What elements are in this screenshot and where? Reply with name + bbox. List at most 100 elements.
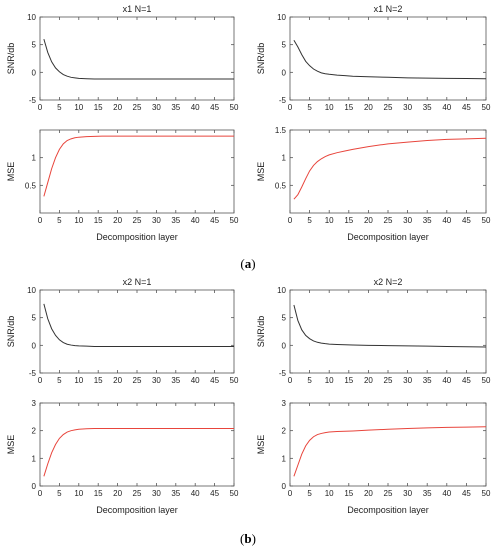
x-tick-label: 45: [210, 489, 219, 498]
x-tick-label: 50: [230, 489, 239, 498]
chart-title: x2 N=1: [123, 277, 152, 287]
x-tick-label: 5: [307, 489, 312, 498]
series-line: [293, 39, 487, 80]
x-tick-label: 10: [74, 216, 83, 225]
x-tick-label: 35: [171, 376, 180, 385]
x-tick-label: 40: [191, 103, 200, 112]
y-tick-label: -5: [279, 96, 287, 105]
x-tick-label: 40: [442, 376, 451, 385]
plot-frame: [39, 402, 235, 487]
x-tick-label: 5: [307, 376, 312, 385]
y-axis-label: SNR/db: [6, 316, 16, 348]
y-tick-label: 3: [282, 399, 287, 408]
plot-frame: [39, 16, 235, 101]
y-tick-label: -5: [29, 369, 37, 378]
x-tick-label: 0: [38, 103, 43, 112]
x-tick-label: 25: [384, 489, 393, 498]
x-tick-label: 40: [191, 376, 200, 385]
y-tick-label: 10: [27, 286, 36, 295]
y-tick-label: -5: [29, 96, 37, 105]
x-tick-label: 30: [403, 376, 412, 385]
caption-a-letter: a: [245, 256, 252, 271]
x-tick-label: 10: [325, 216, 334, 225]
series-line: [43, 303, 234, 347]
x-tick-label: 20: [113, 216, 122, 225]
x-tick-label: 15: [94, 216, 103, 225]
y-tick-label: 10: [277, 13, 286, 22]
plot-frame: [289, 402, 487, 487]
caption-a-close: ): [251, 256, 255, 271]
plot-frame: [289, 129, 487, 214]
y-axis-label: SNR/db: [6, 43, 16, 75]
x-tick-label: 20: [364, 216, 373, 225]
chart-b-right-mse: 0 5 10 15 20 25 30 35 40 45 50 0 1 2 3 MSE Decomposition…: [256, 399, 491, 515]
y-tick-label: 5: [282, 41, 287, 50]
x-tick-label: 5: [57, 103, 62, 112]
y-tick-label: 2: [282, 427, 287, 436]
x-tick-label: 5: [307, 103, 312, 112]
x-tick-label: 45: [462, 216, 471, 225]
x-tick-label: 15: [344, 216, 353, 225]
x-tick-label: 15: [94, 103, 103, 112]
chart-title: x1 N=2: [374, 4, 403, 14]
x-tick-label: 25: [133, 489, 142, 498]
y-axis-label: MSE: [256, 435, 266, 455]
x-tick-label: 50: [482, 489, 491, 498]
y-tick-label: 1.5: [275, 126, 287, 135]
x-tick-label: 5: [307, 216, 312, 225]
x-tick-label: 35: [171, 216, 180, 225]
y-tick-label: 0.5: [275, 181, 287, 190]
x-axis-label: Decomposition layer: [96, 505, 178, 515]
caption-a: (a): [240, 256, 255, 271]
x-tick-label: 25: [133, 216, 142, 225]
series-line: [43, 135, 234, 197]
x-tick-label: 15: [344, 376, 353, 385]
x-tick-label: 5: [57, 489, 62, 498]
x-tick-label: 15: [94, 376, 103, 385]
series-line: [293, 304, 487, 348]
x-tick-label: 15: [94, 489, 103, 498]
x-tick-label: 30: [152, 103, 161, 112]
y-tick-label: 1: [32, 154, 37, 163]
y-tick-label: 10: [277, 286, 286, 295]
x-tick-label: 5: [57, 216, 62, 225]
y-tick-label: 0.5: [25, 181, 37, 190]
x-tick-label: 30: [403, 489, 412, 498]
chart-a-right-mse: 0 5 10 15 20 25 30 35 40 45 50 0.5 1 1.5 MSE Decomposit…: [256, 126, 491, 242]
y-tick-label: -5: [279, 369, 287, 378]
plot-frame: [39, 289, 235, 374]
x-tick-label: 45: [210, 216, 219, 225]
x-tick-label: 20: [113, 376, 122, 385]
x-tick-label: 45: [210, 103, 219, 112]
x-tick-label: 15: [344, 489, 353, 498]
x-tick-label: 0: [288, 216, 293, 225]
x-tick-label: 0: [288, 103, 293, 112]
y-tick-label: 1: [282, 154, 287, 163]
y-tick-label: 0: [282, 68, 287, 77]
y-tick-label: 1: [32, 454, 37, 463]
x-tick-label: 0: [38, 216, 43, 225]
x-axis-label: Decomposition layer: [347, 232, 429, 242]
x-tick-label: 40: [442, 103, 451, 112]
x-tick-label: 10: [325, 103, 334, 112]
x-tick-label: 10: [74, 103, 83, 112]
x-tick-label: 35: [171, 103, 180, 112]
y-tick-label: 5: [32, 41, 37, 50]
x-tick-label: 0: [38, 489, 43, 498]
x-tick-label: 50: [230, 376, 239, 385]
series-line: [293, 137, 487, 200]
x-tick-label: 40: [442, 216, 451, 225]
x-tick-label: 25: [133, 376, 142, 385]
x-tick-label: 35: [423, 103, 432, 112]
x-tick-label: 45: [462, 489, 471, 498]
series-line: [43, 427, 234, 477]
y-tick-label: 0: [32, 341, 37, 350]
x-tick-label: 45: [462, 103, 471, 112]
x-tick-label: 50: [482, 376, 491, 385]
y-axis-label: SNR/db: [256, 43, 266, 75]
y-tick-label: 1: [282, 454, 287, 463]
y-axis-label: SNR/db: [256, 316, 266, 348]
